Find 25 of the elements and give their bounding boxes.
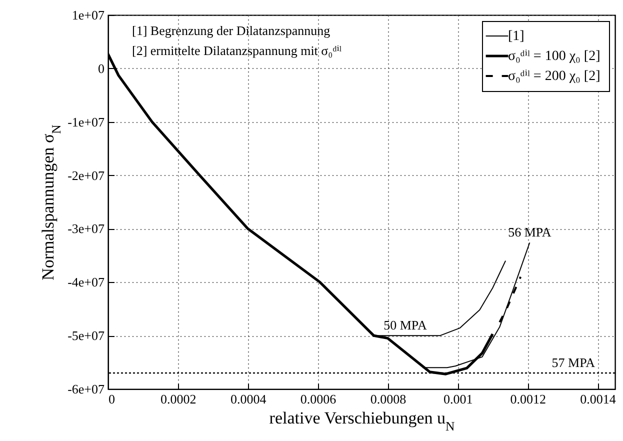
legend-label: σ₀ᵈⁱˡ = 200 χ₀ [2] — [508, 69, 600, 84]
annotation: [1] Begrenzung der Dilatanzspannung — [132, 23, 331, 38]
x-tick-label: 0.0004 — [230, 392, 267, 406]
y-tick-label: -6e+07 — [68, 382, 105, 396]
legend-label: σ₀ᵈⁱˡ = 100 χ₀ [2] — [508, 49, 600, 64]
x-tick-label: 0 — [108, 392, 115, 406]
x-axis-title: relative Verschiebungen u$_{N}$ — [269, 408, 455, 434]
annotation: [2] ermittelte Dilatanzspannung mit σ₀ᵈⁱˡ — [132, 43, 342, 58]
x-tick-label: 0.0002 — [160, 392, 196, 406]
y-tick-label: -4e+07 — [68, 274, 105, 290]
legend-label: [1] — [508, 29, 524, 44]
y-tick-label: -2e+07 — [68, 168, 105, 183]
y-tick-label: -3e+07 — [68, 221, 105, 236]
y-tick-label: 1e+07 — [72, 8, 105, 22]
y-tick-label: 0 — [98, 60, 104, 76]
x-tick-label: 0.001 — [444, 392, 473, 406]
x-tick-label: 0.0006 — [300, 392, 337, 406]
ref-line-label: 57 MPA — [552, 354, 596, 370]
y-tick-label: -5e+07 — [68, 328, 105, 344]
x-tick-label: 0.0012 — [510, 392, 546, 406]
x-tick-label: 0.0014 — [580, 392, 616, 406]
x-tick-label: 0.0008 — [370, 392, 406, 406]
y-tick-label: -1e+07 — [68, 114, 105, 130]
annotation: 50 MPA — [384, 318, 428, 333]
annotation: 56 MPA — [508, 224, 552, 240]
